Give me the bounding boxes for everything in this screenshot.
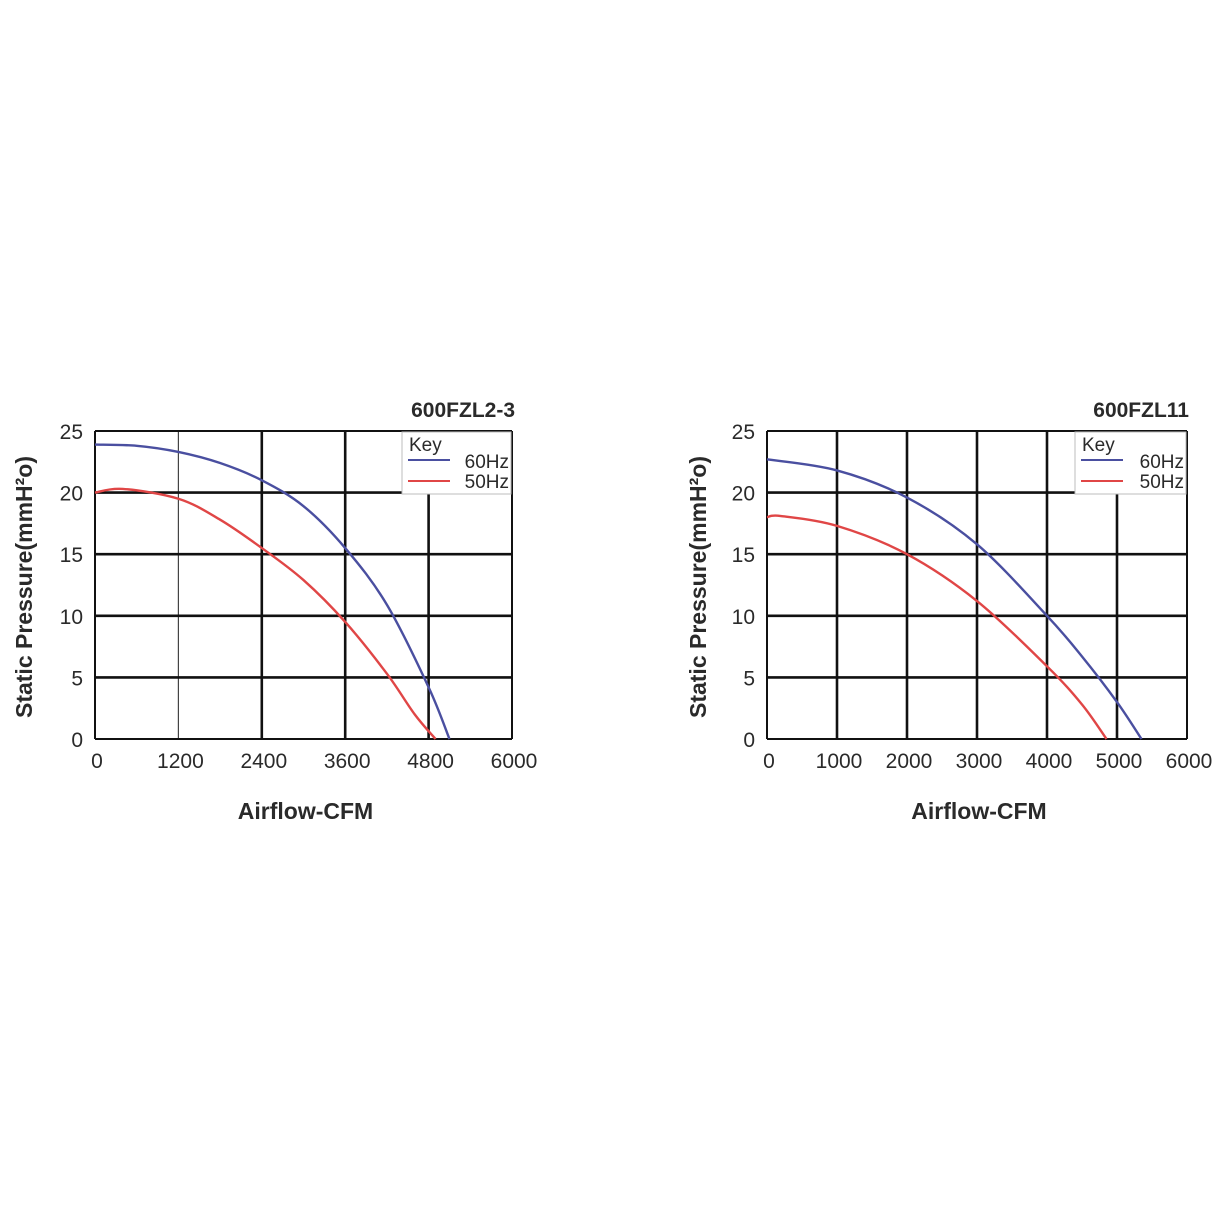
- x-tick-label-5: 6000: [491, 750, 538, 773]
- chart-title: 600FZL2-3: [411, 399, 515, 422]
- x-tick-label-1: 1200: [157, 750, 204, 773]
- y-tick-label-0: 0: [743, 729, 755, 752]
- y-tick-label-2: 10: [60, 606, 83, 629]
- series-line-60hz: [766, 458, 1143, 740]
- legend-label-50hz: 50Hz: [465, 472, 509, 493]
- y-tick-label-0: 0: [71, 729, 83, 752]
- legend-label-60hz: 60Hz: [1140, 452, 1184, 473]
- legend-title: Key: [1082, 435, 1115, 456]
- x-axis-label: Airflow-CFM: [911, 798, 1046, 824]
- y-tick-label-1: 5: [71, 667, 83, 690]
- legend-box: [401, 431, 512, 495]
- y-tick-label-1: 5: [743, 667, 755, 690]
- x-tick-label-5: 5000: [1096, 750, 1143, 773]
- x-tick-label-2: 2000: [886, 750, 933, 773]
- y-tick-label-5: 25: [732, 421, 755, 444]
- y-tick-label-3: 15: [60, 544, 83, 567]
- y-tick-label-5: 25: [60, 421, 83, 444]
- series-line-60hz: [94, 443, 451, 740]
- legend-title: Key: [409, 435, 442, 456]
- x-tick-label-2: 2400: [240, 750, 287, 773]
- chart-600fzl2-3: 0 1200 2400 3600 4800 6000 0 5 10 15 20 25 Key 60Hz50…: [11, 399, 537, 824]
- legend-box: [1074, 431, 1187, 495]
- y-tick-label-3: 15: [732, 544, 755, 567]
- x-tick-label-0: 0: [763, 750, 775, 773]
- chart-title: 600FZL11: [1093, 399, 1189, 422]
- y-axis-label: Static Pressure(mmH²o): [685, 456, 711, 718]
- series-line-50hz: [94, 487, 437, 740]
- x-tick-label-3: 3600: [324, 750, 371, 773]
- y-tick-label-4: 20: [60, 483, 83, 506]
- y-tick-label-2: 10: [732, 606, 755, 629]
- x-tick-label-6: 6000: [1166, 750, 1213, 773]
- y-axis-label: Static Pressure(mmH²o): [11, 456, 37, 718]
- x-axis-label: Airflow-CFM: [238, 798, 373, 824]
- legend-label-60hz: 60Hz: [465, 452, 509, 473]
- x-tick-label-3: 3000: [956, 750, 1003, 773]
- x-tick-label-1: 1000: [816, 750, 863, 773]
- x-tick-label-4: 4800: [407, 750, 454, 773]
- y-tick-label-4: 20: [732, 483, 755, 506]
- x-tick-label-4: 4000: [1026, 750, 1073, 773]
- legend-label-50hz: 50Hz: [1140, 472, 1184, 493]
- x-tick-label-0: 0: [91, 750, 103, 773]
- chart-600fzl11: 0 1000 2000 3000 4000 5000 6000 0 5 10 15 20 25 Key 60…: [685, 399, 1212, 824]
- series-line-50hz: [766, 514, 1108, 740]
